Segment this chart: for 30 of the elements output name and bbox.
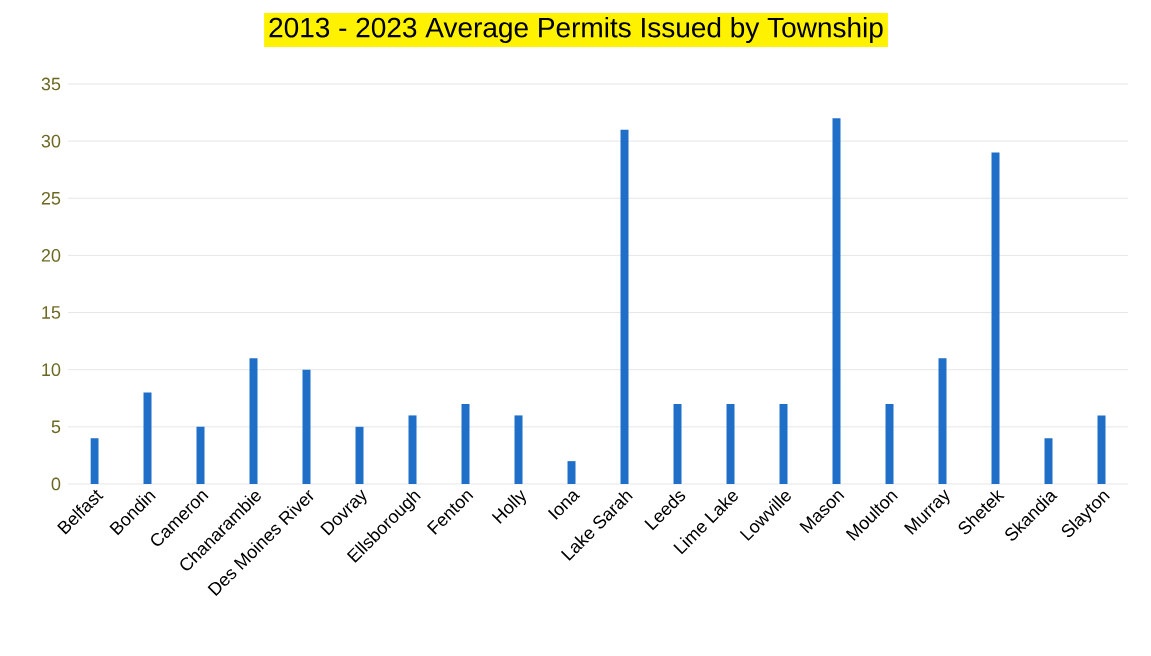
bar [885,403,894,484]
y-tick-label: 5 [51,420,61,434]
bar [567,461,576,484]
y-tick-label: 0 [51,477,61,491]
y-tick-label: 20 [41,249,61,262]
y-tick-label: 10 [42,363,61,377]
x-tick-label: Iona [547,491,581,520]
bar [90,438,99,484]
bar [938,358,947,484]
bar [514,415,523,484]
bar [620,129,629,484]
bar [143,392,152,484]
bar [302,369,311,484]
bar [461,403,470,484]
bar [196,426,205,484]
y-tick-label: 25 [41,191,61,205]
bar [991,152,1000,484]
y-tick-label: 30 [41,134,61,148]
bar [673,403,682,484]
bar [355,426,364,484]
chart-title: 2013 - 2023 Average Permits Issued by Township [269,16,883,44]
bar [249,358,258,484]
y-tick-label: 35 [41,77,61,91]
bar [408,415,417,484]
y-tick-label: 15 [42,306,61,319]
bar [1044,438,1053,484]
bar [832,118,841,484]
bar [1097,415,1106,484]
bar [779,403,788,484]
bar [726,403,735,484]
